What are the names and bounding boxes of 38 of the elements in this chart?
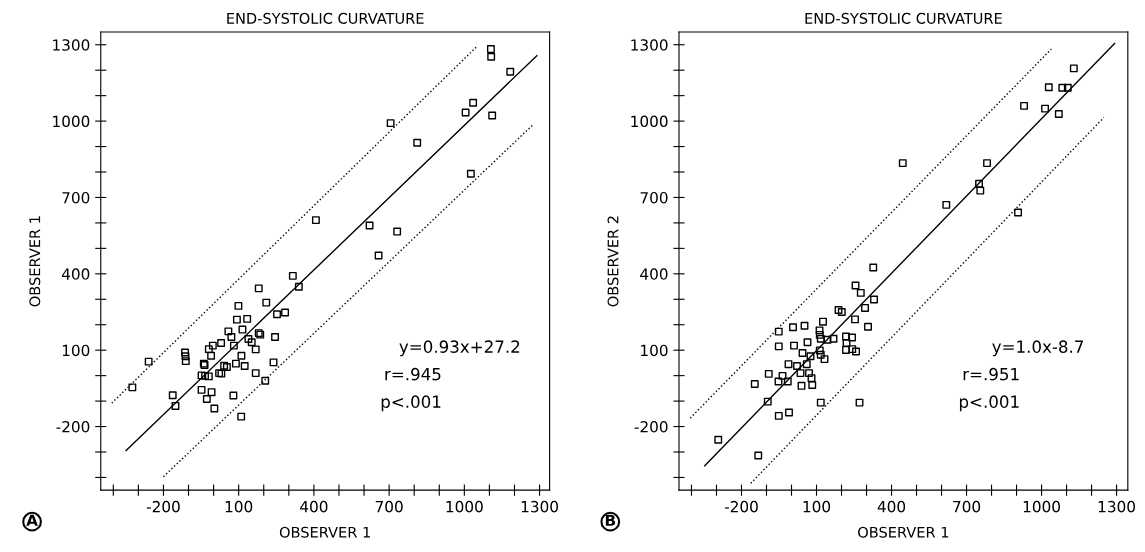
y-tick-label: 1000	[53, 115, 90, 128]
text: B	[605, 514, 616, 526]
y-axis-title: OBSERVER 2	[607, 216, 619, 307]
chart-title: END-SYSTOLIC CURVATURE	[805, 12, 1002, 24]
y-tick-label: 400	[640, 268, 668, 280]
x-axis-title: OBSERVER 1	[858, 526, 949, 538]
y-tick-label: 700	[62, 191, 90, 204]
x-tick-label: 1300	[1098, 500, 1135, 513]
x-tick-label: 1300	[521, 500, 558, 513]
x-tick-label: 400	[877, 500, 906, 513]
annotation: r=.945	[385, 367, 441, 381]
annotation: p<.001	[959, 395, 1019, 412]
y-axis-title: OBSERVER 1	[29, 216, 41, 307]
x-tick-label: 1000	[1023, 500, 1060, 513]
x-axis-title: OBSERVER 1	[279, 526, 370, 538]
x-tick-label: 100	[225, 500, 253, 513]
y-tick-label: 100	[641, 344, 668, 357]
x-tick-label: 100	[803, 500, 831, 513]
y-tick-label: 400	[61, 268, 90, 280]
x-tick-label: 700	[953, 500, 981, 513]
x-tick-label: -200	[724, 500, 758, 513]
annotation: y=1.0x-8.7	[992, 340, 1083, 357]
x-tick-label: 1000	[446, 500, 483, 513]
x-tick-label: 700	[375, 500, 403, 513]
x-tick-label: 400	[300, 500, 328, 513]
y-tick-label: -200	[56, 421, 90, 433]
y-tick-label: 100	[62, 344, 90, 357]
y-tick-label: 700	[640, 191, 668, 204]
y-tick-label: 1000	[631, 115, 668, 128]
text: A	[26, 514, 38, 526]
y-tick-label: 1300	[631, 39, 668, 51]
annotation: p<.001	[381, 395, 441, 412]
chart-title: END-SYSTOLIC CURVATURE	[227, 12, 424, 24]
annotation: r=.951	[963, 367, 1019, 381]
x-tick-label: -200	[146, 500, 180, 513]
y-tick-label: -200	[634, 421, 668, 433]
y-tick-label: 1300	[53, 39, 90, 51]
annotation: y=0.93x+27.2	[399, 340, 520, 357]
